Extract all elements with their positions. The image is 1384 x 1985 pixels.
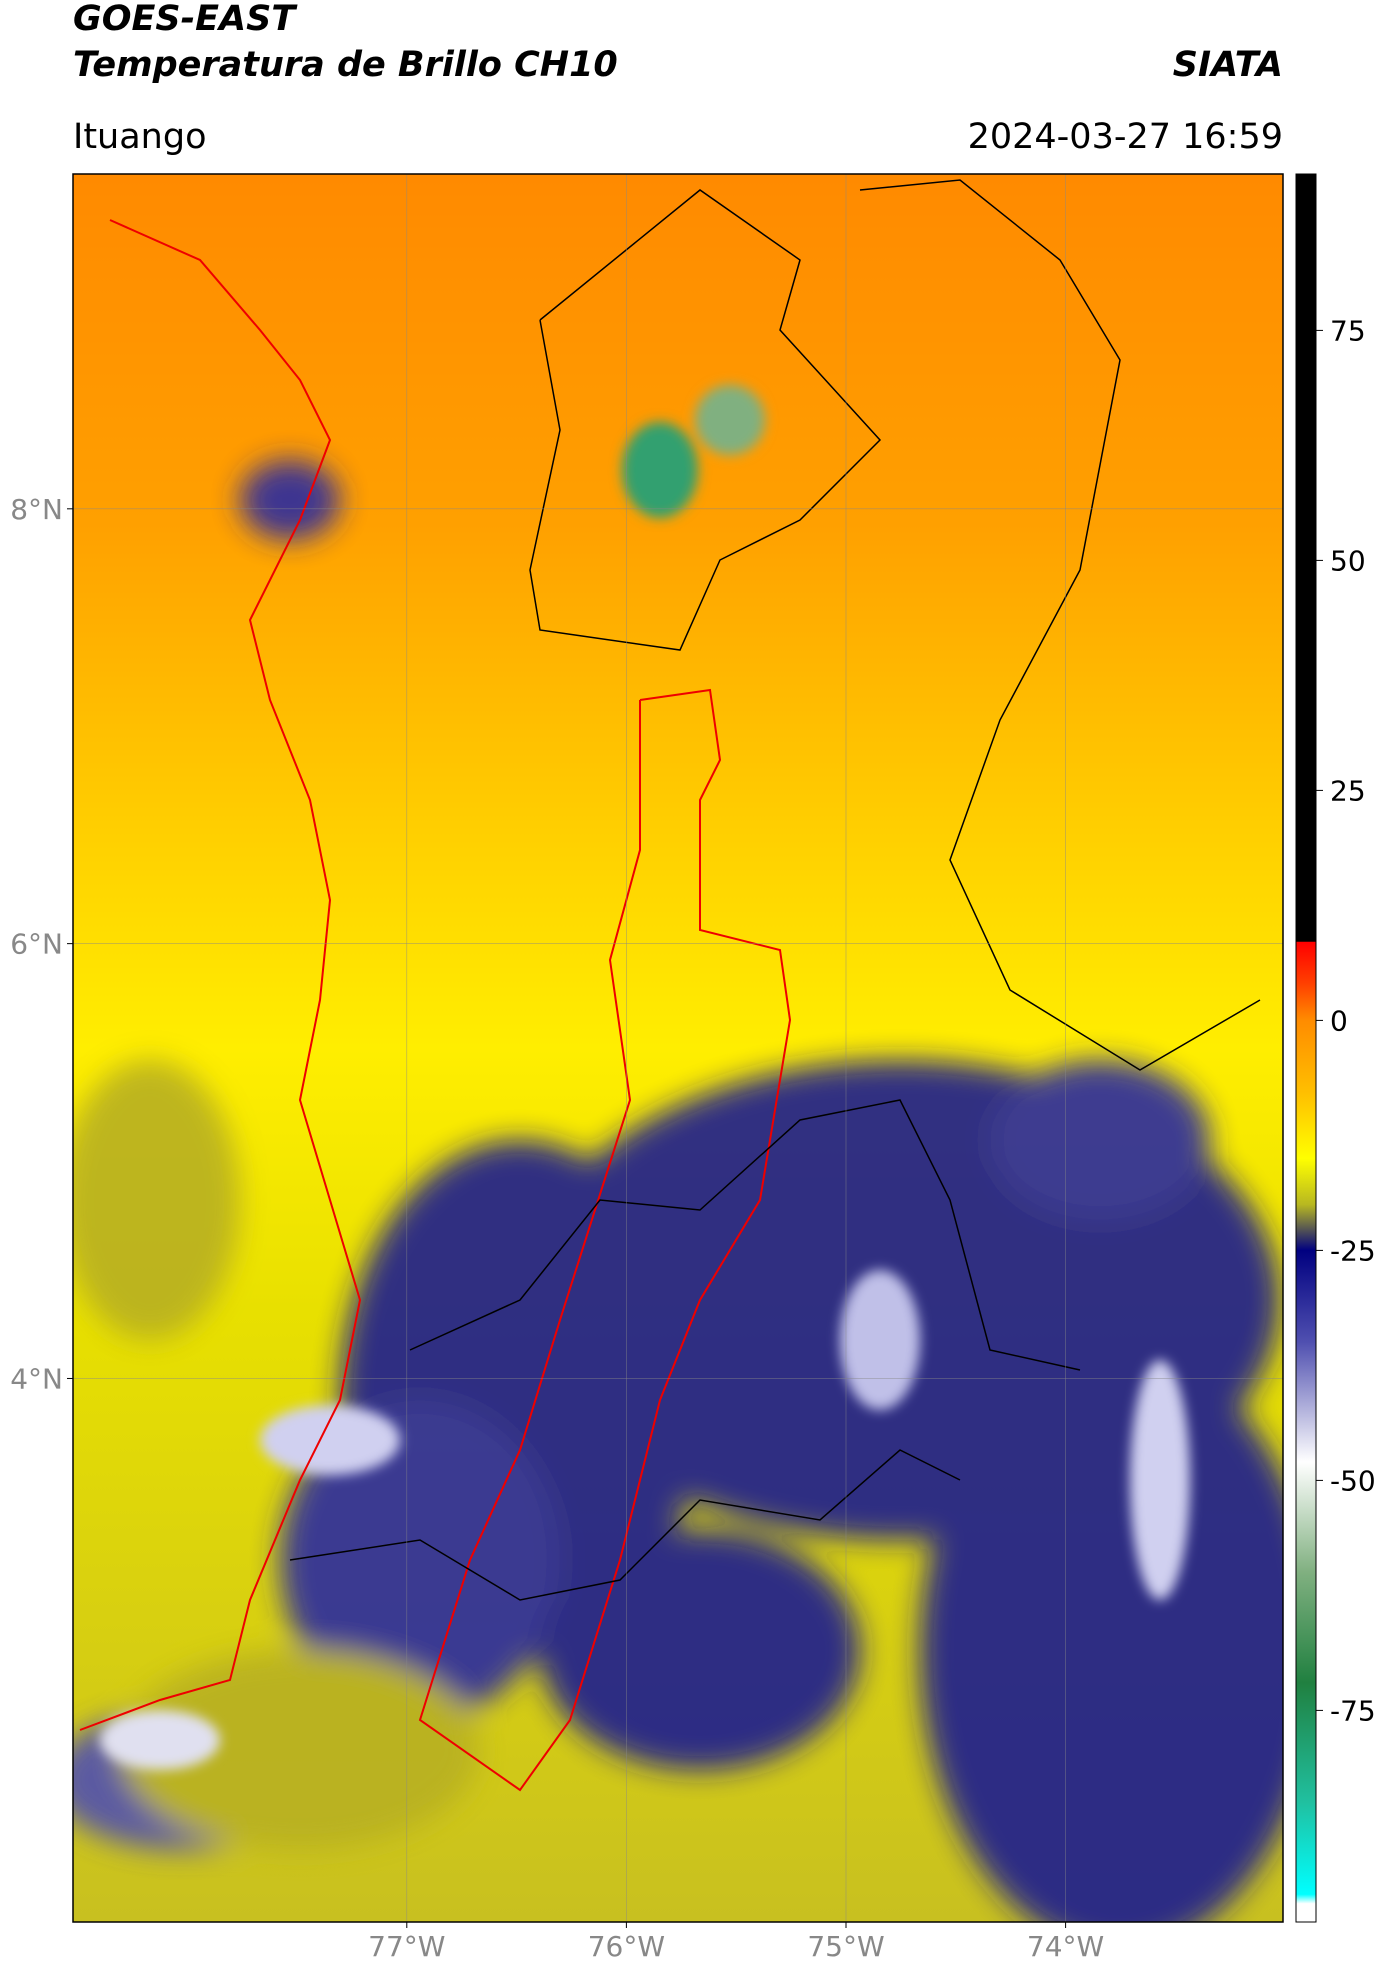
title: GOES-EAST (73, 0, 298, 39)
map-image (73, 174, 1283, 1922)
graticule (73, 174, 1283, 1922)
colorbar-tick-label: -50 (1330, 1464, 1376, 1497)
colorbar-tick-label: 0 (1330, 1004, 1348, 1037)
colorbar-tick-label: 25 (1330, 774, 1366, 807)
x-tick-label: 77°W (368, 1930, 445, 1963)
x-tick-label: 75°W (807, 1930, 884, 1963)
subtitle: Temperatura de Brillo CH10 (73, 45, 618, 85)
colorbar-tick-label: 50 (1330, 544, 1366, 577)
datetime: 2024-03-27 16:59 (968, 117, 1283, 157)
colorbar-tick-label: 75 (1330, 314, 1366, 347)
map-frame (72, 173, 1284, 1923)
y-tick-label: 6°N (10, 928, 63, 961)
location: Ituango (73, 117, 207, 157)
y-tick-label: 8°N (10, 493, 63, 526)
colorbar-tick-label: -75 (1330, 1694, 1376, 1727)
source: SIATA (1173, 45, 1283, 85)
x-tick-label: 76°W (588, 1930, 665, 1963)
x-tick-label: 74°W (1027, 1930, 1104, 1963)
y-tick-label: 4°N (10, 1362, 63, 1395)
colorbar-tick-label: -25 (1330, 1234, 1376, 1267)
colorbar (1295, 173, 1317, 1923)
